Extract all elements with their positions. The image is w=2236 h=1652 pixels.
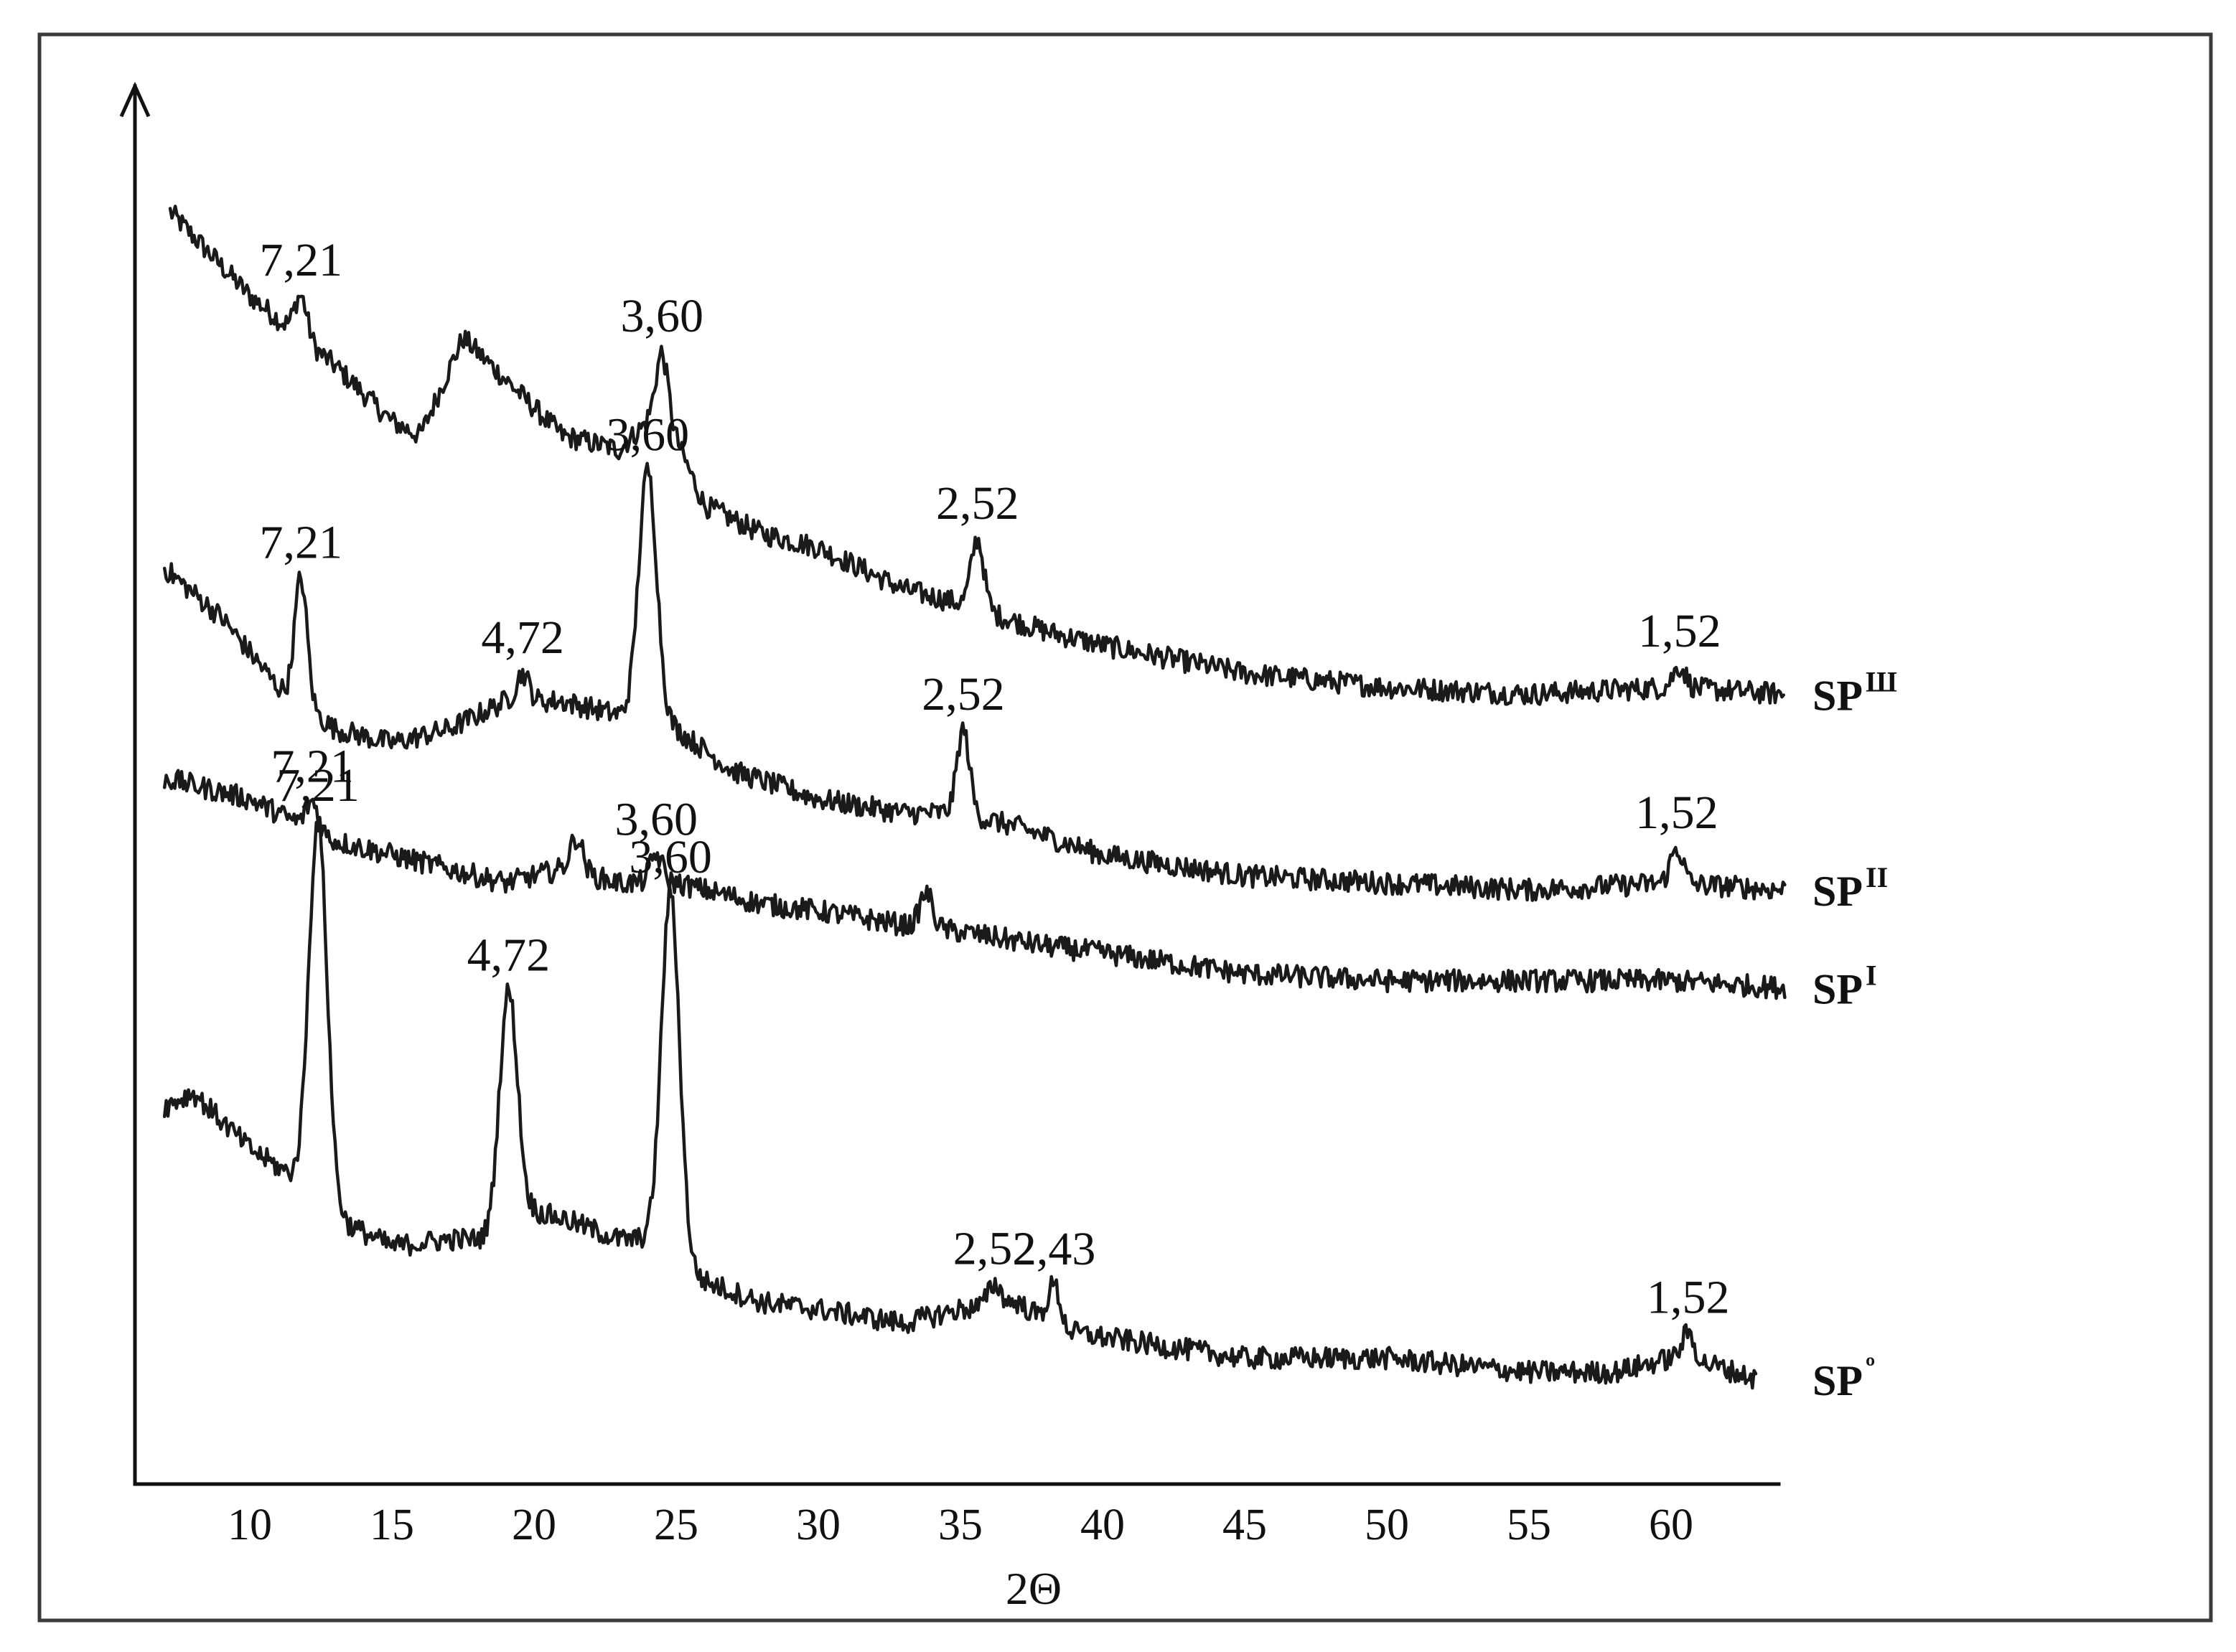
peak-label-1-2: 3,60 [607,409,690,461]
peak-label-0-0: 7,21 [260,234,343,286]
peak-label-0-1: 3,60 [620,290,703,342]
trace-series-1 [162,461,1787,902]
peak-labels: 7,21 3,60 2,52 1,52 7,21 4,72 3,60 2,52 1,52 7,21… [260,234,1730,1323]
peak-label-3-1: 4,72 [467,929,551,981]
peak-label-1-3: 2,52 [922,668,1005,721]
x-tick-label-15: 15 [370,1501,414,1549]
series-label-base: SP [1812,965,1863,1013]
series-label-superscript: º [1866,1351,1875,1383]
x-tick-label-30: 30 [796,1501,841,1549]
series-label-superscript: I [1866,959,1877,991]
x-tick-label-50: 50 [1365,1501,1409,1549]
peak-label-1-0: 7,21 [260,517,343,569]
series-label-3: SP º [1812,1351,1875,1404]
x-tick-label-55: 55 [1507,1501,1551,1549]
series-label-base: SP [1812,1357,1863,1404]
peak-label-3-5: 1,52 [1647,1272,1730,1324]
series-label-base: SP [1812,868,1863,915]
peak-label-0-2: 2,52 [936,477,1019,530]
series-label-1: SP II [1812,861,1888,915]
series-label-0: SP Ш [1812,665,1897,719]
x-axis-title: 2Θ [1006,1563,1062,1614]
series-label-superscript: II [1866,861,1888,893]
peak-label-0-3: 1,52 [1638,605,1721,657]
x-tick-label-20: 20 [512,1501,556,1549]
figure-frame [37,32,2213,1623]
peak-label-3-3: 2,52 [953,1222,1037,1275]
series-label-base: SP [1812,672,1863,719]
series-label-2: SP I [1812,959,1877,1013]
x-tick-label-45: 45 [1222,1501,1267,1549]
diffraction-traces [162,205,1787,1390]
trace-series-0 [168,205,1786,706]
x-tick-label-35: 35 [938,1501,983,1549]
x-tick-label-25: 25 [654,1501,698,1549]
trace-series-2 [162,769,1787,1000]
plot-axes [119,81,1781,1486]
peak-label-3-4: 2,43 [1013,1223,1096,1275]
x-tick-label-10: 10 [228,1501,272,1549]
x-tick-label-40: 40 [1080,1501,1125,1549]
peak-label-3-2: 3,60 [629,831,712,883]
peak-label-3-0: 7,21 [276,759,360,812]
trace-series-3 [162,817,1758,1390]
peak-label-1-4: 1,52 [1635,787,1718,839]
series-label-superscript: Ш [1866,665,1897,698]
peak-label-2-0: 7,21 [271,740,354,792]
x-tick-label-60: 60 [1649,1501,1693,1549]
peak-label-2-2: 3,60 [615,793,698,845]
peak-label-1-1: 4,72 [481,611,564,664]
y-axis-arrow-icon [119,81,151,118]
x-tick-labels: 10 15 20 25 30 35 40 45 50 55 60 [228,1501,1693,1549]
